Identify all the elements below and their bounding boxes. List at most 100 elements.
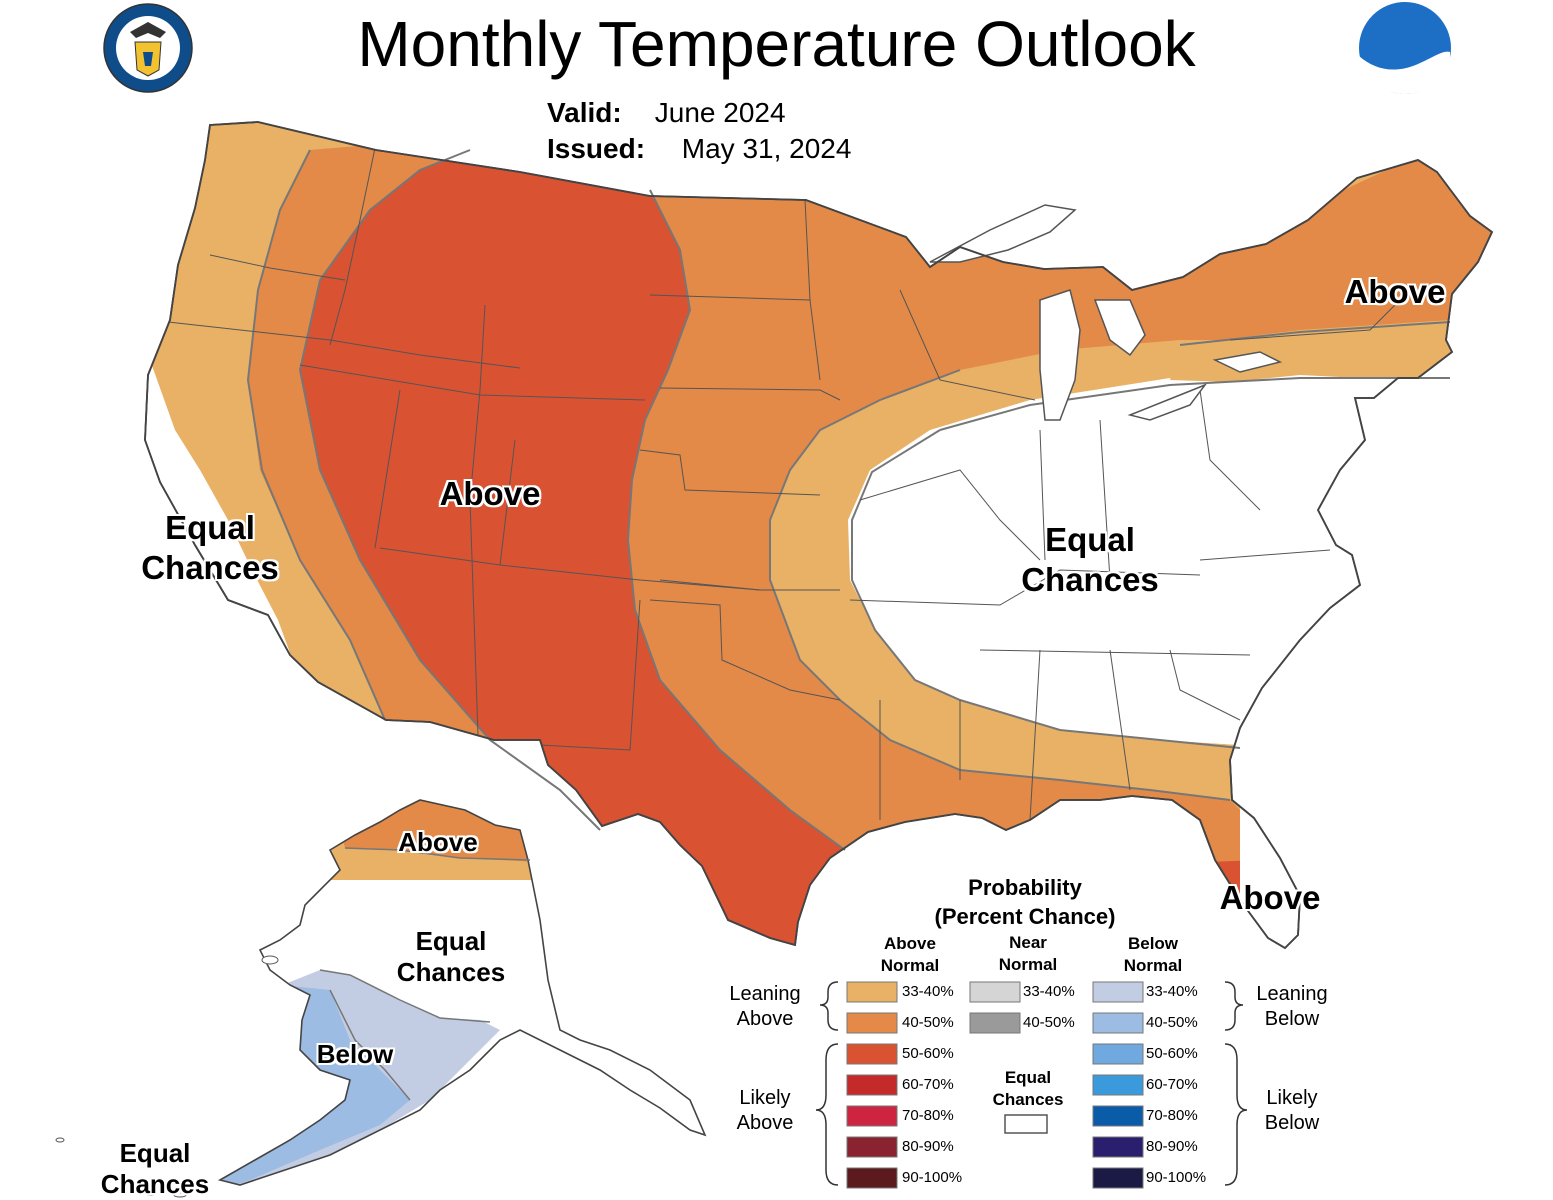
legend-swatch-above-0 <box>846 981 898 1003</box>
state-line <box>1229 299 1401 341</box>
contour-line <box>329 989 411 1101</box>
legend-col-above: Above Normal <box>880 934 940 975</box>
state-line <box>329 147 376 346</box>
conus-coastline <box>144 121 1494 950</box>
above-50-60-area <box>300 150 860 948</box>
state-line <box>849 569 1201 606</box>
state-line <box>1099 419 1111 581</box>
great-lakes <box>929 204 1283 421</box>
brace-likely-above <box>815 1043 839 1186</box>
state-line <box>899 289 1036 401</box>
state-line <box>979 649 1251 656</box>
aleutian-islands <box>55 955 279 1198</box>
legend-swatch-label-below-6: 90-100% <box>1146 1169 1207 1186</box>
legend-swatch-above-2 <box>846 1043 898 1065</box>
alaska-north-above-label: Above <box>398 827 478 857</box>
state-line <box>659 579 840 591</box>
likely-below-label: Likely Below <box>1264 1087 1320 1134</box>
valid-key: Valid: <box>547 97 622 128</box>
legend-swatch-below-5 <box>1092 1136 1144 1158</box>
legend-swatch-near-1 <box>969 1012 1021 1034</box>
lake-superior <box>929 204 1077 263</box>
legend-swatch-label-below-0: 33-40% <box>1146 983 1198 1000</box>
brace-leaning-above <box>819 981 839 1031</box>
probability-contours <box>246 149 1451 851</box>
island <box>261 955 279 965</box>
island <box>191 1186 209 1194</box>
legend-swatch-above-3 <box>846 1074 898 1096</box>
likely-above-label: Likely Above <box>736 1087 794 1134</box>
island <box>55 1137 65 1143</box>
state-line <box>499 439 516 566</box>
contour-line <box>851 429 1241 749</box>
state-line <box>659 387 841 401</box>
legend-swatch-label-near-0: 33-40% <box>1023 983 1075 1000</box>
legend-braces <box>815 981 1248 1186</box>
legend-swatches <box>846 981 1144 1189</box>
legend-col-near: Near Normal <box>998 933 1058 974</box>
legend-swatch-label-above-6: 90-100% <box>902 1169 963 1186</box>
leaning-below-label: Leaning Below <box>1256 983 1328 1030</box>
state-line <box>1169 649 1241 721</box>
legend-col-below: Below Normal <box>1123 934 1183 975</box>
state-line <box>209 254 346 281</box>
legend-swatch-label-below-4: 70-80% <box>1146 1107 1198 1124</box>
legend-swatch-label-below-5: 80-90% <box>1146 1138 1198 1155</box>
state-line <box>379 547 761 591</box>
alaska-below-label: Below <box>316 1039 394 1069</box>
lake-huron <box>1093 299 1146 357</box>
legend-swatch-label-below-2: 50-60% <box>1146 1045 1198 1062</box>
central-above-label: Above <box>439 475 541 512</box>
west-equal-chances-label: Equal Chances <box>141 509 279 586</box>
state-line <box>1039 429 1046 561</box>
lake-michigan <box>1039 289 1081 421</box>
lake-erie <box>1127 383 1208 421</box>
legend-swatch-above-4 <box>846 1105 898 1127</box>
state-line <box>1109 649 1131 791</box>
state-line <box>469 389 481 736</box>
seal-ship <box>143 52 153 66</box>
legend-swatch-label-below-3: 60-70% <box>1146 1076 1198 1093</box>
issued-row: Issued: May 31, 2024 <box>547 132 851 166</box>
noaa-bird <box>1359 51 1450 94</box>
alaska-contours <box>319 847 531 1101</box>
legend-swatch-label-above-5: 80-90% <box>902 1138 954 1155</box>
legend-title-line1: Probability <box>968 875 1082 900</box>
legend-swatch-below-2 <box>1092 1043 1144 1065</box>
conus-shading <box>145 122 1492 948</box>
state-line <box>859 469 1041 561</box>
legend-swatch-label-above-4: 70-80% <box>902 1107 954 1124</box>
contour-line <box>769 369 1231 801</box>
state-line <box>649 599 841 701</box>
contour-line <box>319 969 491 1023</box>
valid-row: Valid: June 2024 <box>547 96 786 130</box>
brace-likely-below <box>1224 1043 1248 1186</box>
contour-line <box>626 189 846 851</box>
east-equal-chances-label: Equal Chances <box>1021 521 1159 598</box>
issued-value: May 31, 2024 <box>681 133 852 164</box>
contour-line <box>939 377 1450 431</box>
contour-line <box>344 847 531 861</box>
legend-swatch-near-0 <box>969 981 1021 1003</box>
florida-above-label: Above <box>1219 879 1321 916</box>
state-line <box>539 599 641 751</box>
state-boundaries <box>149 147 1401 821</box>
equal-chances-legend-label: Equal Chances <box>992 1068 1064 1109</box>
legend-swatch-label-above-0: 33-40% <box>902 983 954 1000</box>
valid-value: June 2024 <box>654 97 786 128</box>
contour-line <box>298 149 601 831</box>
leaning-above-label: Leaning Above <box>729 983 801 1030</box>
noaa-logo <box>1359 2 1451 94</box>
equal-chances-swatch <box>1004 1114 1048 1134</box>
northeast-above-label: Above <box>1344 273 1446 310</box>
state-line <box>804 199 811 301</box>
state-line <box>1199 389 1261 511</box>
brace-leaning-below <box>1224 981 1244 1031</box>
alaska-coastline <box>217 799 707 1186</box>
alaska-equal-chances-label: Equal Chances <box>396 926 506 987</box>
legend-swatch-label-above-2: 50-60% <box>902 1045 954 1062</box>
legend-swatch-below-3 <box>1092 1074 1144 1096</box>
state-line <box>374 389 401 549</box>
legend-swatch-above-5 <box>846 1136 898 1158</box>
